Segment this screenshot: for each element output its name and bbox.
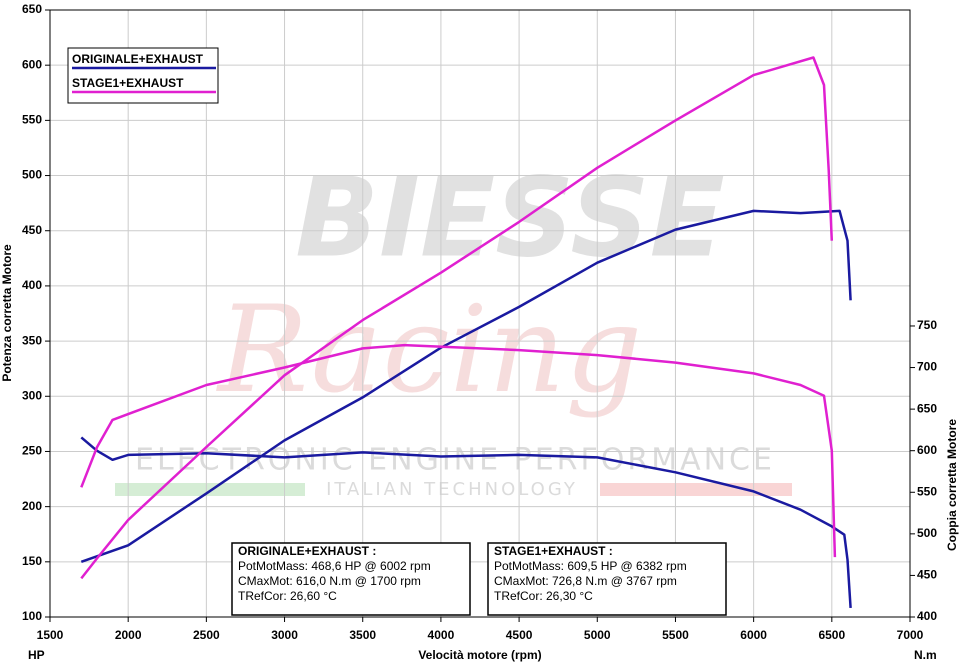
watermark-sub: ITALIAN TECHNOLOGY xyxy=(326,479,578,500)
y-tick-label: 300 xyxy=(22,388,42,402)
info-box: ORIGINALE+EXHAUST :PotMotMass: 468,6 HP … xyxy=(231,542,471,616)
legend: ORIGINALE+EXHAUST STAGE1+EXHAUST xyxy=(67,47,219,104)
x-tick-label: 7000 xyxy=(897,628,924,642)
watermark-script: Racing xyxy=(216,281,642,420)
y-tick-label: 550 xyxy=(22,113,42,127)
info-box: STAGE1+EXHAUST :PotMotMass: 609,5 HP @ 6… xyxy=(487,542,727,616)
watermark-brand: BIESSE xyxy=(295,153,725,281)
info-line: PotMotMass: 609,5 HP @ 6382 rpm xyxy=(494,559,687,573)
series-line xyxy=(80,343,837,558)
x-tick-label: 4000 xyxy=(428,628,455,642)
x-tick-label: 6000 xyxy=(740,628,767,642)
y-tick-label: 450 xyxy=(22,223,42,237)
x-tick-label: 6500 xyxy=(818,628,845,642)
watermark-band xyxy=(600,483,792,496)
series-line xyxy=(80,56,834,580)
info-title: ORIGINALE+EXHAUST : xyxy=(238,544,376,558)
info-line: PotMotMass: 468,6 HP @ 6002 rpm xyxy=(238,559,431,573)
watermark: BIESSE Racing ELECTRONIC ENGINE PERFORMA… xyxy=(115,153,792,500)
legend-label: STAGE1+EXHAUST xyxy=(72,76,184,90)
legend-label: ORIGINALE+EXHAUST xyxy=(72,52,204,66)
legend-box xyxy=(67,47,219,104)
series-line xyxy=(80,436,852,608)
x-tick-label: 3000 xyxy=(271,628,298,642)
y-tick-label: 650 xyxy=(22,2,42,16)
x-tick-label: 2500 xyxy=(193,628,220,642)
x-tick-label: 5500 xyxy=(662,628,689,642)
y2-tick-label: 500 xyxy=(917,526,937,540)
y-tick-label: 250 xyxy=(22,444,42,458)
info-line: CMaxMot: 726,8 N.m @ 3767 rpm xyxy=(494,574,677,588)
y2-tick-label: 400 xyxy=(917,609,937,623)
y-tick-label: 350 xyxy=(22,333,42,347)
info-line: CMaxMot: 616,0 N.m @ 1700 rpm xyxy=(238,574,421,588)
y-tick-label: 200 xyxy=(22,499,42,513)
x-tick-label: 5000 xyxy=(584,628,611,642)
y-unit: HP xyxy=(28,648,45,662)
y-tick-label: 400 xyxy=(22,278,42,292)
y2-tick-label: 550 xyxy=(917,484,937,498)
y2-tick-label: 700 xyxy=(917,360,937,374)
y2-tick-label: 650 xyxy=(917,401,937,415)
y-axis-label: Potenza corretta Motore xyxy=(0,244,14,382)
info-line: TRefCor: 26,60 °C xyxy=(238,589,337,603)
y2-tick-label: 600 xyxy=(917,443,937,457)
info-box-frame xyxy=(231,542,471,616)
x-axis-label: Velocità motore (rpm) xyxy=(418,648,541,662)
plot-frame xyxy=(49,9,911,618)
y-tick-label: 100 xyxy=(22,609,42,623)
series-line xyxy=(80,209,852,563)
y2-unit: N.m xyxy=(914,648,937,662)
y2-axis-label: Coppia corretta Motore xyxy=(945,419,959,551)
y2-tick-label: 450 xyxy=(917,568,937,582)
info-line: TRefCor: 26,30 °C xyxy=(494,589,593,603)
x-tick-label: 1500 xyxy=(37,628,64,642)
y-tick-label: 500 xyxy=(22,168,42,182)
y2-tick-label: 750 xyxy=(917,318,937,332)
info-box-frame xyxy=(487,542,727,616)
y-tick-label: 150 xyxy=(22,554,42,568)
info-title: STAGE1+EXHAUST : xyxy=(494,544,613,558)
x-tick-label: 2000 xyxy=(115,628,142,642)
x-tick-label: 3500 xyxy=(349,628,376,642)
x-tick-label: 4500 xyxy=(506,628,533,642)
y-tick-label: 600 xyxy=(22,57,42,71)
